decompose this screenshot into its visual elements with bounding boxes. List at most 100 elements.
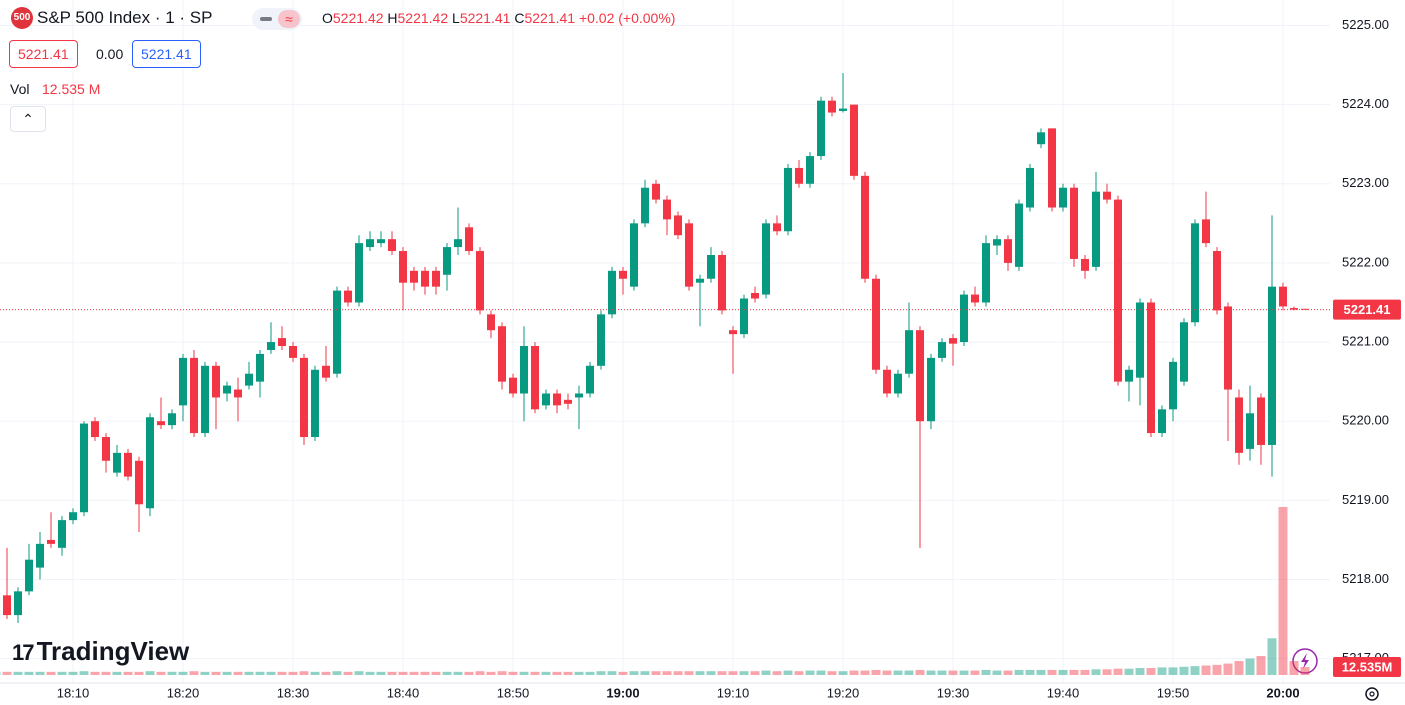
candle-body: [575, 393, 583, 398]
x-tick-label: 19:30: [937, 685, 970, 700]
settings-icon[interactable]: [1365, 687, 1379, 701]
x-tick-label: 18:50: [497, 685, 530, 700]
volume-bar: [310, 671, 320, 675]
volume-bar: [772, 671, 782, 675]
candle-body: [1103, 191, 1111, 200]
volume-bar: [0, 671, 1, 675]
volume-bar: [563, 671, 573, 675]
bid-box[interactable]: 5221.41: [9, 40, 78, 68]
volume-label-box: [1333, 657, 1401, 677]
volume-bar: [321, 671, 331, 675]
volume-bar: [596, 671, 606, 675]
candle-body: [1147, 302, 1155, 434]
candle-body: [927, 357, 935, 422]
candle-body: [806, 156, 814, 184]
candle-body: [80, 423, 88, 513]
candle-body: [1026, 167, 1034, 208]
volume-bar: [959, 670, 969, 675]
symbol-title[interactable]: S&P 500 Index · 1 · SP: [37, 8, 213, 27]
volume-bar: [662, 671, 672, 675]
symbol-logo: 500: [11, 7, 33, 29]
volume-bar: [354, 671, 364, 675]
last-price-label: 5221.41: [1344, 302, 1391, 317]
volume-bar: [728, 671, 738, 675]
y-tick-label: 5219.00: [1342, 492, 1389, 507]
toggle-pill[interactable]: ≈: [252, 8, 302, 30]
x-tick-label: 19:10: [717, 685, 750, 700]
candle-body: [696, 278, 704, 283]
candle-body: [652, 183, 660, 200]
candle-body: [366, 239, 374, 248]
volume-bar: [145, 671, 155, 675]
volume-label: 12.535M: [1342, 659, 1393, 674]
volume-bar: [1014, 669, 1024, 675]
l-label: L: [452, 10, 460, 26]
candle-body: [25, 559, 33, 592]
volume-bar: [68, 671, 78, 675]
volume-bar: [233, 671, 243, 675]
volume-bar: [607, 671, 617, 675]
candle-body: [905, 330, 913, 374]
volume-bar: [530, 671, 540, 675]
watermark-text: TradingView: [36, 636, 190, 666]
volume-bar: [761, 670, 771, 675]
volume-bar: [838, 671, 848, 675]
volume-bar: [497, 671, 507, 675]
candle-body: [476, 251, 484, 311]
candle-body: [212, 365, 220, 398]
h-value: 5221.42: [397, 10, 449, 26]
volume-bar: [849, 670, 859, 675]
volume-bar: [552, 671, 562, 675]
candle-body: [564, 399, 572, 404]
volume-bar: [255, 671, 265, 675]
collapse-button[interactable]: ⌃: [10, 106, 46, 132]
y-tick-label: 5223.00: [1342, 175, 1389, 190]
last-price-box: [1333, 299, 1401, 320]
volume-bar: [1212, 664, 1222, 675]
candle-body: [410, 270, 418, 283]
volume-bar: [299, 671, 309, 675]
candle-body: [531, 346, 539, 410]
candle-body: [729, 330, 737, 335]
volume-bar: [574, 671, 584, 675]
volume-bar: [1278, 507, 1288, 675]
candle-body: [641, 187, 649, 224]
volume-bar: [222, 671, 232, 675]
volume-bar: [35, 671, 45, 675]
volume-bar: [695, 671, 705, 675]
candle-body: [355, 243, 363, 303]
volume-bar: [266, 671, 276, 675]
volume-bar: [57, 671, 67, 675]
candle-body: [124, 452, 132, 477]
candle-body: [168, 413, 176, 426]
candle-body: [344, 290, 352, 303]
volume-bar: [244, 671, 254, 675]
volume-bar: [684, 671, 694, 675]
candle-body: [1037, 132, 1045, 145]
volume-bar: [288, 671, 298, 675]
x-tick-label: 20:00: [1266, 685, 1299, 700]
candle-body: [498, 326, 506, 382]
volume-bar: [453, 671, 463, 675]
x-tick-label: 19:00: [606, 685, 639, 700]
volume-bar: [1157, 667, 1167, 675]
candle-body: [861, 175, 869, 279]
candle-body: [1279, 286, 1287, 307]
x-tick-label: 18:40: [387, 685, 420, 700]
candle-body: [245, 373, 253, 386]
pill-dash: [260, 17, 272, 21]
volume-bar: [211, 671, 221, 675]
volume-bar: [1102, 669, 1112, 675]
candle-body: [47, 539, 55, 544]
candle-body: [1235, 397, 1243, 453]
candle-body: [311, 369, 319, 438]
settings-icon-center: [1369, 691, 1375, 697]
candle-body: [58, 520, 66, 548]
ask-box[interactable]: 5221.41: [132, 40, 201, 68]
candle-body: [146, 417, 154, 509]
volume-bar: [156, 671, 166, 675]
candle-body: [718, 254, 726, 311]
volume-bar: [1124, 668, 1134, 675]
candle-body: [850, 104, 858, 176]
volume-bar: [1201, 665, 1211, 675]
